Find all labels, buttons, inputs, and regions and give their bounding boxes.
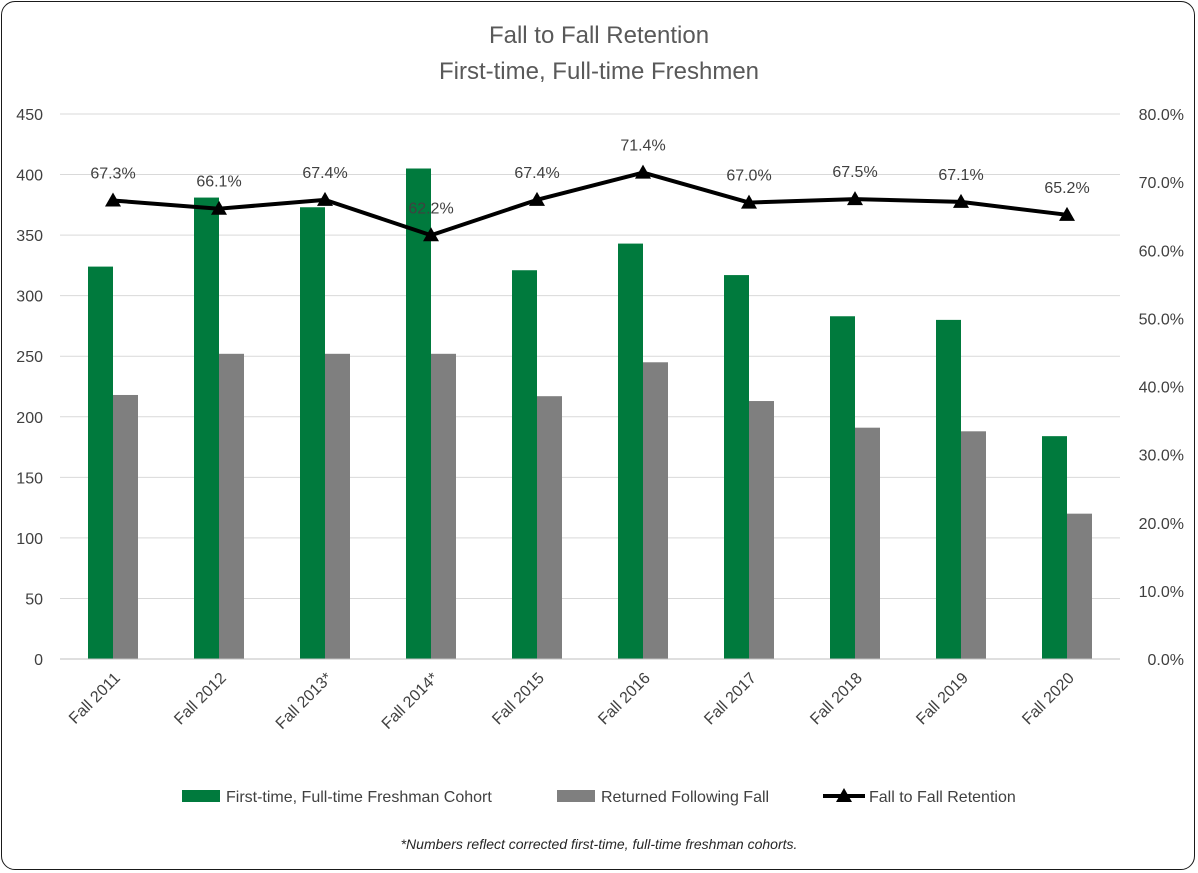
x-tick-label: Fall 2011: [66, 670, 124, 728]
returned-bar: [113, 394, 138, 659]
y-left-tick-label: 350: [16, 228, 43, 245]
y-right-tick-label: 10.0%: [1139, 584, 1184, 601]
cohort-bar: [1042, 436, 1067, 659]
x-tick-label: Fall 2018: [807, 670, 866, 729]
y-left-tick-label: 400: [16, 168, 43, 185]
retention-data-label: 71.4%: [620, 138, 665, 155]
cohort-bar: [618, 243, 643, 660]
x-tick-label: Fall 2012: [171, 670, 230, 729]
bar-series: [88, 168, 1092, 660]
retention-point-marker: [529, 191, 545, 206]
retention-point-marker: [741, 194, 757, 209]
retention-point-marker: [847, 191, 863, 206]
returned-bar: [961, 431, 986, 659]
x-tick-label: Fall 2016: [595, 670, 654, 729]
retention-line: [112, 170, 1068, 238]
y-right-tick-label: 20.0%: [1139, 516, 1184, 533]
returned-bar: [325, 353, 350, 659]
chart-subtitle: First-time, Full-time Freshmen: [439, 58, 759, 85]
cohort-bar: [406, 168, 431, 659]
retention-point-marker: [317, 191, 333, 206]
retention-point-marker: [635, 164, 651, 179]
retention-point-marker: [953, 193, 969, 208]
y-left-tick-label: 150: [16, 470, 43, 487]
retention-data-label: 65.2%: [1044, 180, 1089, 197]
returned-bar: [855, 427, 880, 659]
y-right-tick-label: 40.0%: [1139, 380, 1184, 397]
retention-data-label: 67.0%: [726, 168, 771, 185]
y-left-tick-label: 450: [16, 107, 43, 124]
x-tick-label: Fall 2017: [701, 670, 760, 729]
returned-bar: [749, 401, 774, 659]
footnote: *Numbers reflect corrected first-time, f…: [401, 836, 798, 852]
cohort-bar: [194, 197, 219, 660]
returned-bar: [431, 353, 456, 659]
cohort-bar: [300, 207, 325, 659]
legend-retention-label: Fall to Fall Retention: [869, 789, 1016, 806]
y-left-tick-label: 50: [25, 591, 43, 608]
retention-data-label: 66.1%: [196, 174, 241, 191]
cohort-bar: [88, 266, 113, 659]
legend-cohort-swatch: [182, 790, 220, 802]
y-right-tick-label: 50.0%: [1139, 311, 1184, 328]
x-tick-label: Fall 2019: [913, 670, 972, 729]
y-right-tick-label: 60.0%: [1139, 243, 1184, 260]
y-right-tick-label: 0.0%: [1148, 652, 1184, 669]
x-tick-label: Fall 2020: [1019, 670, 1078, 729]
retention-point-marker: [423, 227, 439, 242]
returned-bar: [643, 362, 668, 659]
retention-point-marker: [211, 200, 227, 215]
cohort-bar: [830, 316, 855, 659]
retention-data-label: 67.3%: [90, 166, 135, 183]
y-left-tick-label: 300: [16, 289, 43, 306]
retention-data-label: 62.2%: [408, 200, 453, 217]
chart-title: Fall to Fall Retention: [489, 22, 709, 49]
y-left-tick-label: 250: [16, 349, 43, 366]
legend-returned-swatch: [557, 790, 595, 802]
retention-point-marker: [1059, 206, 1075, 221]
x-tick-label: Fall 2013*: [273, 670, 336, 733]
cohort-bar: [724, 275, 749, 659]
retention-data-label: 67.4%: [514, 165, 559, 182]
x-tick-label: Fall 2014*: [379, 670, 442, 733]
cohort-bar: [512, 270, 537, 659]
retention-point-marker: [105, 192, 121, 207]
y-right-tick-label: 80.0%: [1139, 107, 1184, 124]
retention-data-label: 67.5%: [832, 164, 877, 181]
legend: First-time, Full-time Freshman Cohort Ret…: [182, 788, 1016, 806]
retention-data-label: 67.4%: [302, 165, 347, 182]
legend-cohort-label: First-time, Full-time Freshman Cohort: [226, 789, 492, 806]
returned-bar: [1067, 513, 1092, 659]
y-right-tick-label: 70.0%: [1139, 175, 1184, 192]
returned-bar: [537, 396, 562, 659]
returned-bar: [219, 353, 244, 659]
legend-returned-label: Returned Following Fall: [601, 789, 769, 806]
axes: 0 50 100 150 200 250 300 350 400 450 0.0% 10.0% 20.0…: [16, 107, 1184, 733]
y-right-tick-label: 30.0%: [1139, 448, 1184, 465]
retention-data-label: 67.1%: [938, 167, 983, 184]
retention-line-series: 67.3% 66.1% 67.4% 62.2% 67.4% 71.4% 67.0% 67.5%…: [90, 138, 1090, 242]
cohort-bar: [936, 319, 961, 659]
y-left-tick-label: 100: [16, 531, 43, 548]
y-left-tick-label: 200: [16, 410, 43, 427]
legend-retention-marker: [836, 788, 852, 802]
x-tick-label: Fall 2015: [489, 670, 548, 729]
y-left-tick-label: 0: [34, 652, 43, 669]
